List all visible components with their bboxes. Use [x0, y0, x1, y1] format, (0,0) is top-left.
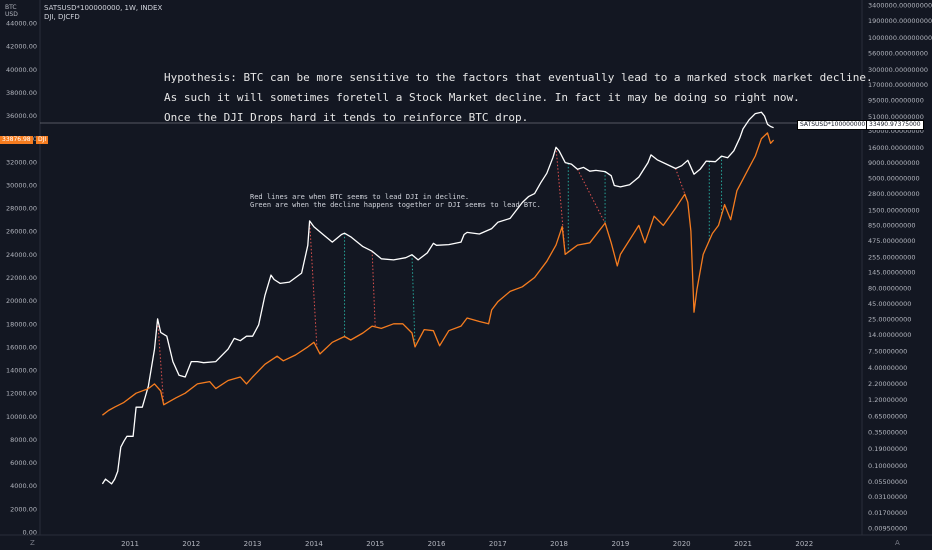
- left-axis-tick-label: 14000.00: [6, 367, 37, 375]
- right-axis-tick-label: 0.10000000: [868, 462, 907, 470]
- red-lead-marker: [309, 220, 318, 349]
- right-axis-tick-label: 0.35000000: [868, 429, 907, 437]
- time-axis-tick-label: 2015: [366, 540, 384, 548]
- right-axis-tick-label: 9000.00000000: [868, 159, 920, 167]
- left-axis-tick-label: 22000.00: [6, 274, 37, 282]
- left-axis-unit-bottom: USD: [5, 11, 18, 18]
- right-axis-tick-label: 95000.00000000: [868, 97, 924, 105]
- left-axis-tick-label: 2000.00: [10, 505, 37, 513]
- left-axis-unit: BTC USD: [5, 4, 18, 18]
- right-axis-tick-label: 145.00000000: [868, 269, 916, 277]
- time-axis-tick-label: 2012: [182, 540, 200, 548]
- time-axis-tick-label: 2014: [305, 540, 323, 548]
- time-axis-tick-label: 2011: [121, 540, 139, 548]
- red-lead-marker: [157, 318, 165, 405]
- left-axis-tick-label: 26000.00: [6, 228, 37, 236]
- time-axis-tick-label: 2022: [795, 540, 813, 548]
- sats-series-line: [101, 111, 774, 485]
- time-axis-tick-label: 2019: [611, 540, 629, 548]
- left-axis-tick-label: 24000.00: [6, 251, 37, 259]
- hypothesis-line-3: Once the DJI Drops hard it tends to rein…: [164, 111, 529, 124]
- right-axis-tick-label: 7.50000000: [868, 347, 907, 355]
- time-axis-tick-label: 2018: [550, 540, 568, 548]
- legend-note-green: Green are when the decline happens toget…: [250, 201, 541, 209]
- right-axis-tick-label: 0.65000000: [868, 412, 907, 420]
- dji-label-tag: DJI: [36, 136, 49, 144]
- left-axis-tick-label: 30000.00: [6, 181, 37, 189]
- dji-series-line: [102, 132, 775, 416]
- left-axis-tick-label: 16000.00: [6, 343, 37, 351]
- left-axis-tick-label: 18000.00: [6, 320, 37, 328]
- left-axis-tick-label: 42000.00: [6, 43, 37, 51]
- right-axis-tick-label: 2.20000000: [868, 380, 907, 388]
- time-axis-tick-label: 2021: [734, 540, 752, 548]
- right-axis-tick-label: 255.00000000: [868, 254, 916, 262]
- right-axis-tick-label: 0.01700000: [868, 509, 907, 517]
- time-axis-tick-label: 2017: [489, 540, 507, 548]
- time-axis-tick-label: 2013: [244, 540, 262, 548]
- sats-label-tag: SATSUSD*100000000: [797, 120, 869, 130]
- hypothesis-line-1: Hypothesis: BTC can be more sensitive to…: [164, 71, 873, 84]
- right-axis-tick-label: 0.19000000: [868, 445, 907, 453]
- red-lead-marker: [371, 251, 376, 327]
- right-axis-tick-label: 3400000.00000000: [868, 2, 932, 10]
- left-axis-tick-label: 0.00: [23, 529, 37, 537]
- legend-note-red: Red lines are when BTC seems to lead DJI…: [250, 193, 470, 201]
- right-axis-tick-label: 4.00000000: [868, 364, 907, 372]
- right-axis-tick-label: 80.00000000: [868, 284, 911, 292]
- sats-price-tag: 33490.97375000: [866, 120, 924, 130]
- left-axis-unit-top: BTC: [5, 4, 17, 11]
- left-axis-tick-label: 8000.00: [10, 436, 37, 444]
- right-axis-tick-label: 30000.00000000: [868, 127, 924, 135]
- red-lead-marker: [577, 169, 606, 224]
- plot-area: [40, 0, 862, 535]
- right-axis-tick-label: 850.00000000: [868, 222, 916, 230]
- right-axis-tick-label: 1900000.00000000: [868, 17, 932, 25]
- hypothesis-line-2: As such it will sometimes foretell a Sto…: [164, 91, 800, 104]
- left-axis-tick-label: 40000.00: [6, 66, 37, 74]
- right-axis-tick-label: 0.00950000: [868, 525, 907, 533]
- right-axis-tick-label: 25.00000000: [868, 315, 911, 323]
- auto-scale-icon[interactable]: A: [895, 539, 900, 547]
- zoom-left-icon[interactable]: Z: [30, 539, 35, 547]
- right-axis-tick-label: 170000.00000000: [868, 81, 928, 89]
- right-axis-tick-label: 475.00000000: [868, 237, 916, 245]
- left-axis-tick-label: 4000.00: [10, 482, 37, 490]
- right-axis-tick-label: 0.05500000: [868, 478, 907, 486]
- left-axis-tick-label: 20000.00: [6, 297, 37, 305]
- right-axis-tick-label: 0.03100000: [868, 493, 907, 501]
- left-axis-tick-label: 10000.00: [6, 413, 37, 421]
- right-axis-tick-label: 16000.00000000: [868, 144, 924, 152]
- right-axis-tick-label: 2800.00000000: [868, 190, 920, 198]
- right-axis-tick-label: 1500.00000000: [868, 207, 920, 215]
- right-axis-tick-label: 560000.00000000: [868, 49, 928, 57]
- time-axis-tick-label: 2020: [673, 540, 691, 548]
- green-lead-marker: [411, 254, 416, 347]
- right-axis-tick-label: 5000.00000000: [868, 175, 920, 183]
- time-axis-tick-label: 2016: [428, 540, 446, 548]
- right-axis-tick-label: 45.00000000: [868, 300, 911, 308]
- right-axis-tick-label: 1.20000000: [868, 396, 907, 404]
- left-axis-tick-label: 44000.00: [6, 20, 37, 28]
- right-axis-tick-label: 14.00000000: [868, 331, 911, 339]
- red-lead-marker: [555, 147, 566, 255]
- right-axis-tick-label: 300000.00000000: [868, 66, 928, 74]
- overlay-symbol-title[interactable]: DJI, DJCFD: [44, 13, 80, 21]
- left-axis-tick-label: 36000.00: [6, 112, 37, 120]
- right-axis-tick-label: 1000000.00000000: [868, 34, 932, 42]
- left-axis-tick-label: 28000.00: [6, 205, 37, 213]
- right-axis-tick-label: 51000.00000000: [868, 113, 924, 121]
- dji-price-tag: 33876.98: [0, 136, 33, 144]
- left-axis-tick-label: 32000.00: [6, 158, 37, 166]
- left-axis-tick-label: 38000.00: [6, 89, 37, 97]
- symbol-title[interactable]: SATSUSD*100000000, 1W, INDEX: [44, 4, 163, 12]
- left-axis-tick-label: 12000.00: [6, 390, 37, 398]
- red-lead-marker: [675, 168, 689, 203]
- left-axis-tick-label: 6000.00: [10, 459, 37, 467]
